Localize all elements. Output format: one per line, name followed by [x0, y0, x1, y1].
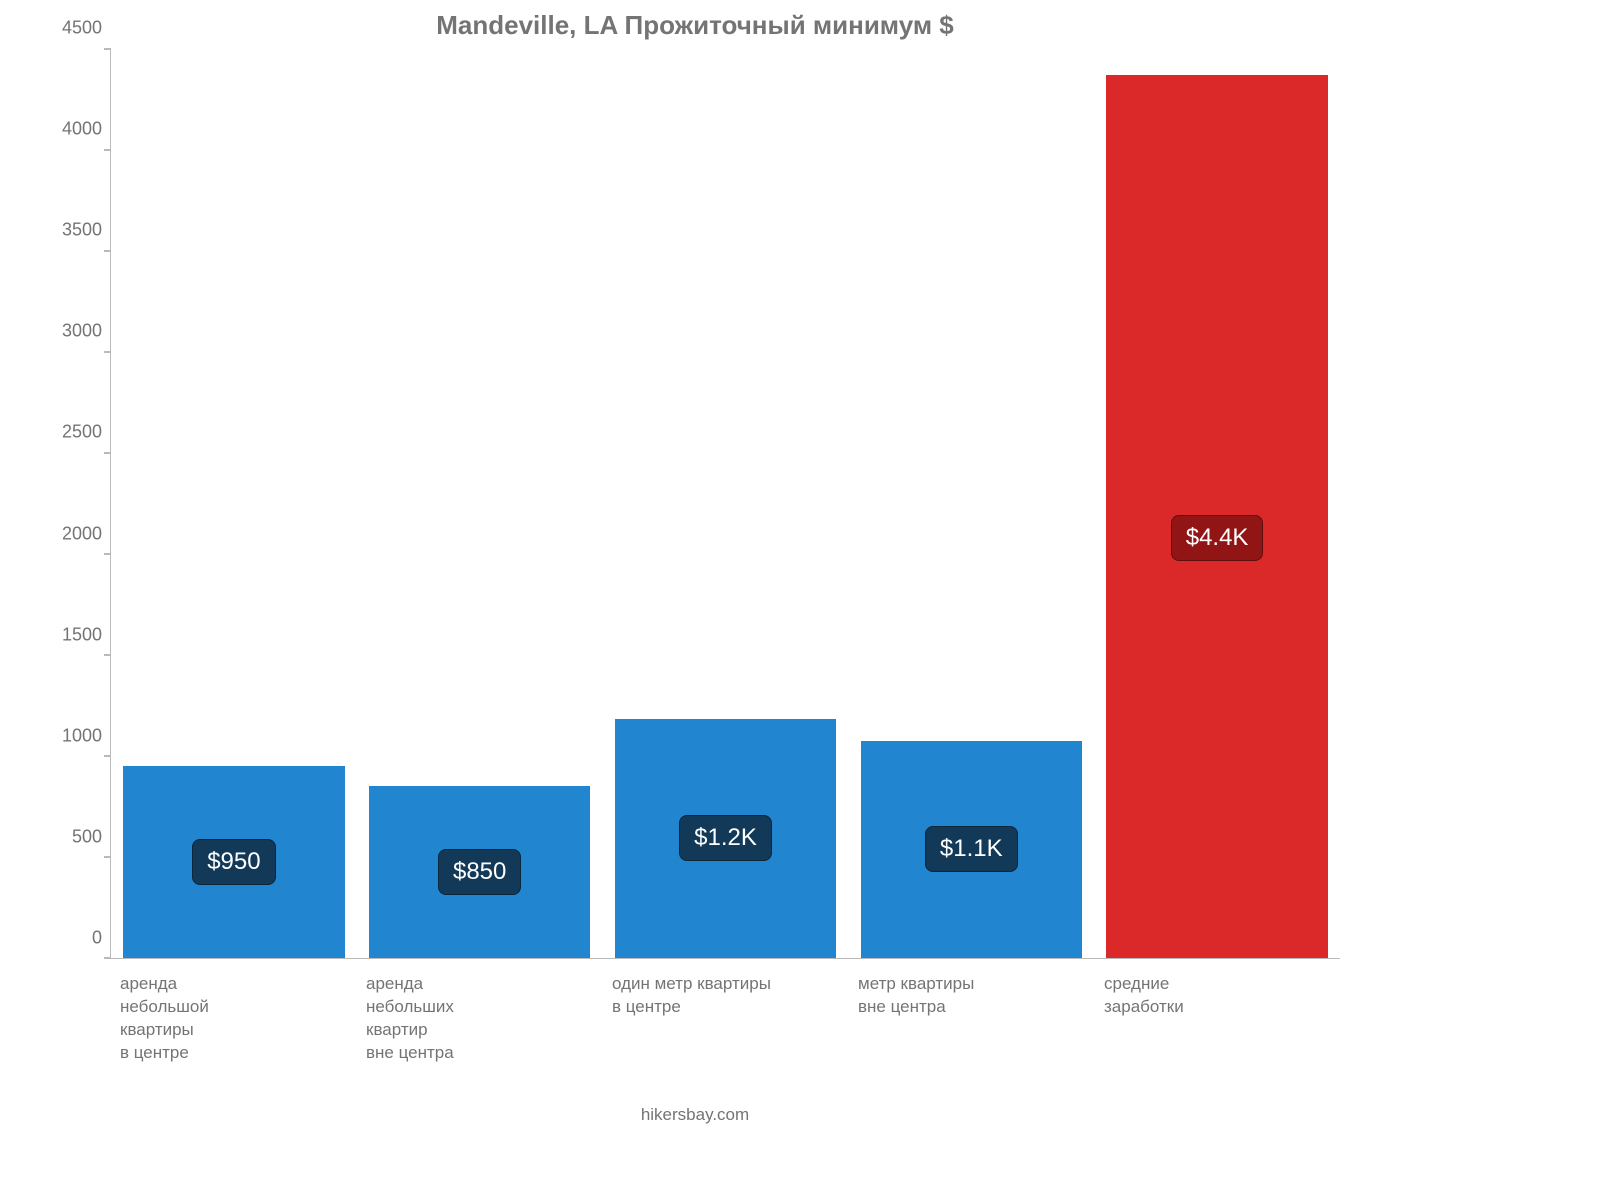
bar-slot: $4.4K [1094, 49, 1340, 958]
bar-value-label: $4.4K [1171, 515, 1264, 561]
cost-of-living-chart: Mandeville, LA Прожиточный минимум $ 0 50… [50, 10, 1340, 1160]
bar-value-label: $850 [438, 849, 521, 895]
bar-value-label: $1.2K [679, 815, 772, 861]
y-tick-label: 3500 [62, 220, 102, 241]
bar-slot: $950 [111, 49, 357, 958]
y-axis: 050010001500200025003000350040004500 [50, 49, 110, 959]
bar-slot: $850 [357, 49, 603, 958]
x-axis-label-line: квартиры [120, 1019, 346, 1042]
bar: $1.1K [861, 741, 1082, 958]
y-tick-mark [104, 351, 111, 353]
bar: $4.4K [1106, 75, 1327, 958]
y-tick-mark [104, 149, 111, 151]
plot-row: 050010001500200025003000350040004500 $95… [50, 49, 1340, 959]
x-axis-label: аренданебольшихквартирвне центра [356, 959, 602, 1065]
x-axis-label: один метр квартирыв центре [602, 959, 848, 1065]
bar: $850 [369, 786, 590, 958]
bar-slot: $1.1K [848, 49, 1094, 958]
bars-container: $950 $850 $1.2K $1.1K $4.4K [111, 49, 1340, 958]
x-axis-label-line: средние [1104, 973, 1330, 996]
y-tick-label: 4500 [62, 18, 102, 39]
y-tick-mark [104, 654, 111, 656]
x-axis-label-line: аренда [366, 973, 592, 996]
y-tick-label: 1500 [62, 624, 102, 645]
y-tick-mark [104, 48, 111, 50]
y-tick-label: 2000 [62, 523, 102, 544]
x-axis-label-line: заработки [1104, 996, 1330, 1019]
y-tick-mark [104, 452, 111, 454]
x-axis-label-line: небольшой [120, 996, 346, 1019]
x-axis-label-line: один метр квартиры [612, 973, 838, 996]
y-tick-label: 4000 [62, 119, 102, 140]
x-axis-label: метр квартирывне центра [848, 959, 1094, 1065]
bar: $1.2K [615, 719, 836, 958]
x-axis-label-line: в центре [120, 1042, 346, 1065]
y-tick-mark [104, 957, 111, 959]
x-axis-label-line: небольших [366, 996, 592, 1019]
x-axis-label-line: вне центра [366, 1042, 592, 1065]
y-tick-mark [104, 250, 111, 252]
chart-title: Mandeville, LA Прожиточный минимум $ [50, 10, 1340, 41]
y-tick-label: 500 [72, 826, 102, 847]
bar-slot: $1.2K [603, 49, 849, 958]
x-axis-label-line: квартир [366, 1019, 592, 1042]
y-tick-mark [104, 755, 111, 757]
x-axis-label: аренданебольшойквартирыв центре [110, 959, 356, 1065]
bar: $950 [123, 766, 344, 958]
bar-value-label: $950 [192, 839, 275, 885]
x-axis: аренданебольшойквартирыв центреаренданеб… [110, 959, 1340, 1065]
y-tick-mark [104, 553, 111, 555]
y-tick-label: 3000 [62, 321, 102, 342]
bar-value-label: $1.1K [925, 826, 1018, 872]
y-tick-mark [104, 856, 111, 858]
x-axis-label: средниезаработки [1094, 959, 1340, 1065]
x-axis-label-line: вне центра [858, 996, 1084, 1019]
y-tick-label: 2500 [62, 422, 102, 443]
y-tick-label: 1000 [62, 725, 102, 746]
x-axis-label-line: аренда [120, 973, 346, 996]
x-axis-label-line: в центре [612, 996, 838, 1019]
x-axis-label-line: метр квартиры [858, 973, 1084, 996]
attribution: hikersbay.com [50, 1105, 1340, 1125]
plot-area: $950 $850 $1.2K $1.1K $4.4K [110, 49, 1340, 959]
y-tick-label: 0 [92, 928, 102, 949]
